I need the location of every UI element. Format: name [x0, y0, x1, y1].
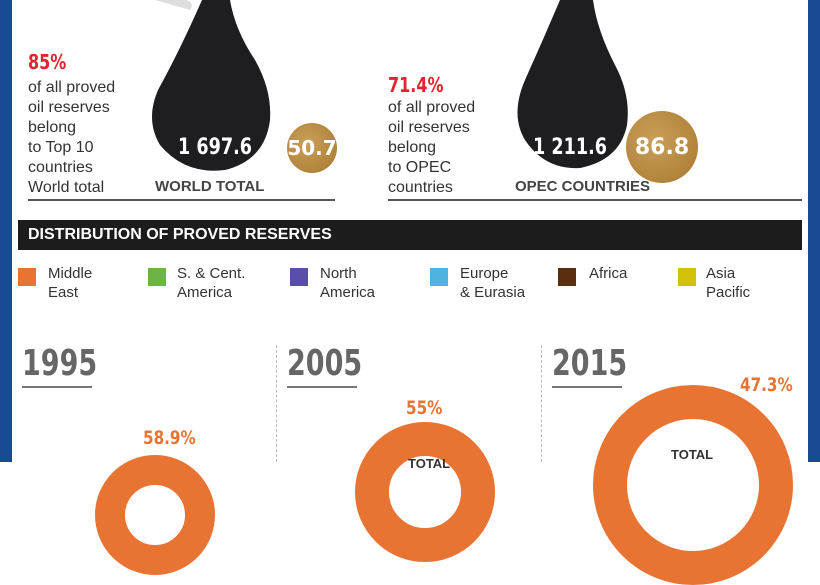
desc-line: belong	[28, 119, 77, 136]
section-title: DISTRIBUTION OF PROVED RESERVES	[18, 220, 802, 250]
year-underline	[552, 386, 622, 388]
donut-1995-middle-east	[95, 455, 215, 575]
legend-africa: Africa	[589, 264, 627, 283]
legend-text: Pacific	[706, 284, 751, 301]
legend-text: Middle	[48, 265, 93, 282]
desc-line: countries	[28, 159, 93, 176]
desc-line: countries	[388, 179, 453, 196]
share-2015: 47.3%	[740, 374, 793, 396]
column-divider	[541, 345, 542, 462]
legend-text: Asia	[706, 265, 736, 282]
opec-percent: 71.4%	[388, 73, 444, 97]
world-label: WORLD TOTAL	[155, 178, 265, 195]
legend-text: & Eurasia	[460, 284, 526, 301]
desc-line: of all proved	[388, 99, 476, 116]
desc-line: oil reserves	[28, 99, 110, 116]
desc-line: oil reserves	[388, 119, 470, 136]
legend-text: America	[320, 284, 376, 301]
year-underline	[287, 386, 357, 388]
legend-europe-eurasia: Europe & Eurasia	[460, 264, 525, 302]
opec-coin: 86.8	[626, 111, 698, 183]
divider	[388, 199, 802, 201]
legend-text: Europe	[460, 265, 509, 282]
legend-text: America	[177, 284, 233, 301]
legend-text: North	[320, 265, 357, 282]
legend-text: East	[48, 284, 79, 301]
legend-swatch-s-cent-america	[148, 268, 166, 286]
opec-label: OPEC COUNTRIES	[515, 178, 651, 195]
world-coin: 50.7	[287, 123, 337, 173]
donut-2005-middle-east	[355, 422, 495, 562]
desc-line: to Top 10	[28, 139, 94, 156]
legend-text: Africa	[589, 265, 628, 282]
desc-line: belong	[388, 139, 437, 156]
left-border	[0, 0, 12, 462]
legend-swatch-europe-eurasia	[430, 268, 448, 286]
donut-2015-center-label: TOTAL	[671, 447, 714, 462]
legend-swatch-middle-east	[18, 268, 36, 286]
legend-swatch-asia-pacific	[678, 268, 696, 286]
legend-north-america: North America	[320, 264, 375, 302]
donut-2015-middle-east	[593, 385, 793, 585]
world-description: of all proved oil reserves belong to Top…	[28, 78, 115, 198]
legend-s-cent-america: S. & Cent. America	[177, 264, 245, 302]
share-1995: 58.9%	[143, 427, 196, 449]
opec-description: of all proved oil reserves belong to OPE…	[388, 98, 475, 198]
oil-drop-icon	[517, 0, 628, 169]
year-2005: 2005	[287, 343, 363, 384]
legend-text: S. & Cent.	[177, 265, 246, 282]
world-value: 1 697.6	[177, 135, 253, 160]
legend-middle-east: Middle East	[48, 264, 92, 302]
divider	[28, 199, 335, 201]
desc-line: World total	[28, 179, 105, 196]
column-divider	[276, 345, 277, 462]
desc-line: to OPEC	[388, 159, 452, 176]
donut-2005-center-label: TOTAL	[408, 456, 451, 471]
right-border	[808, 0, 820, 462]
world-percent: 85%	[28, 50, 67, 74]
share-2005: 55%	[406, 397, 443, 419]
legend-swatch-africa	[558, 268, 576, 286]
legend-swatch-north-america	[290, 268, 308, 286]
desc-line: of all proved	[28, 79, 116, 96]
year-underline	[22, 386, 92, 388]
opec-value: 1 211.6	[532, 135, 608, 160]
legend-asia-pacific: Asia Pacific	[706, 264, 750, 302]
oil-drop-icon	[151, 0, 271, 171]
year-2015: 2015	[552, 343, 628, 384]
year-1995: 1995	[22, 343, 98, 384]
